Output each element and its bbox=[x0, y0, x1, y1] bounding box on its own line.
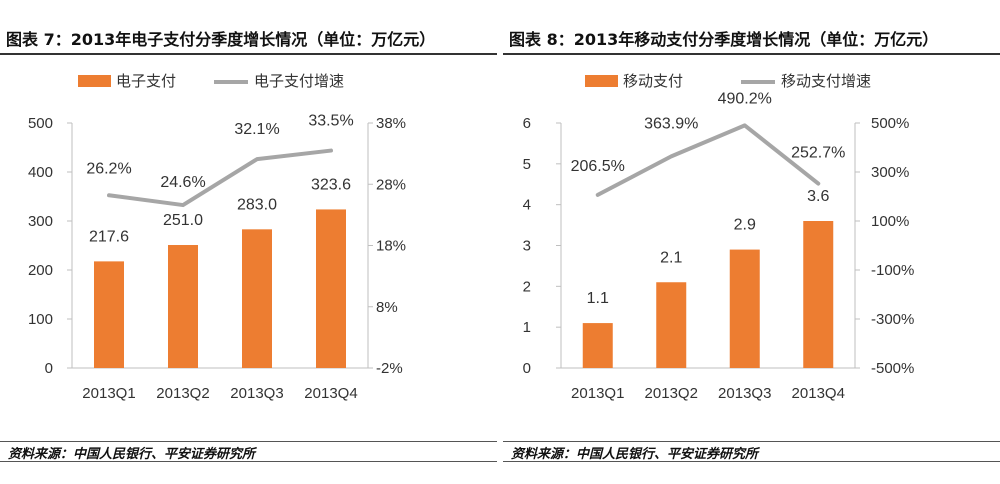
growth-line bbox=[107, 148, 333, 208]
legend-bar-swatch bbox=[78, 75, 111, 87]
right-tick-label: 38% bbox=[376, 115, 406, 132]
bar-value-label: 3.6 bbox=[807, 188, 829, 205]
growth-value-label: 26.2% bbox=[86, 160, 131, 177]
mobile-payment-chart: 移动支付 移动支付增速 0 1 2 3 4 5 6 -500% -300% -100% 100% 300%… bbox=[523, 73, 915, 402]
category-label: 2013Q2 bbox=[156, 385, 209, 402]
left-tick-label: 500 bbox=[28, 115, 53, 132]
bar-value-label: 283.0 bbox=[237, 196, 277, 213]
source-divider bbox=[503, 441, 1000, 442]
category-label: 2013Q1 bbox=[82, 385, 135, 402]
right-tick-label: -500% bbox=[871, 360, 914, 377]
bar-value-label: 323.6 bbox=[311, 176, 351, 193]
source-divider bbox=[0, 441, 497, 442]
bar bbox=[729, 249, 760, 368]
right-tick-label: -2% bbox=[376, 360, 403, 377]
bar-value-label: 251.0 bbox=[163, 212, 203, 229]
bar-value-label: 1.1 bbox=[587, 290, 609, 307]
chart-panel-electronic-payment: 图表 7：2013年电子支付分季度增长情况（单位：万亿元） 电子支付 电子支付增速… bbox=[0, 0, 497, 484]
right-tick-label: 28% bbox=[376, 176, 406, 193]
growth-value-label: 24.6% bbox=[160, 174, 205, 191]
right-tick-label: 100% bbox=[871, 213, 909, 230]
legend-bar-swatch bbox=[585, 75, 618, 87]
left-tick-label: 400 bbox=[28, 164, 53, 181]
bar bbox=[582, 323, 613, 368]
bar bbox=[316, 209, 346, 368]
chart-title: 图表 8：2013年移动支付分季度增长情况（单位：万亿元） bbox=[509, 30, 939, 49]
right-tick-label: 18% bbox=[376, 238, 406, 255]
bar bbox=[94, 261, 124, 368]
left-tick-label: 6 bbox=[523, 115, 531, 132]
left-tick-label: 1 bbox=[523, 319, 531, 336]
growth-value-label: 206.5% bbox=[571, 158, 625, 175]
growth-line bbox=[595, 123, 821, 197]
growth-value-label: 252.7% bbox=[791, 145, 845, 162]
left-tick-label: 200 bbox=[28, 262, 53, 279]
growth-value-label: 490.2% bbox=[718, 90, 772, 107]
right-tick-label: 300% bbox=[871, 164, 909, 181]
source-note: 资料来源：中国人民银行、平安证券研究所 bbox=[8, 447, 256, 462]
right-tick-label: 8% bbox=[376, 299, 398, 316]
legend-label: 移动支付增速 bbox=[781, 73, 871, 90]
bar-value-label: 217.6 bbox=[89, 228, 129, 245]
left-tick-label: 100 bbox=[28, 311, 53, 328]
left-tick-label: 0 bbox=[45, 360, 53, 377]
title-divider bbox=[0, 53, 497, 55]
category-label: 2013Q3 bbox=[230, 385, 283, 402]
left-tick-label: 300 bbox=[28, 213, 53, 230]
chart-title: 图表 7：2013年电子支付分季度增长情况（单位：万亿元） bbox=[6, 30, 436, 49]
footer-divider bbox=[0, 461, 497, 462]
bar-value-label: 2.1 bbox=[660, 249, 682, 266]
growth-value-label: 32.1% bbox=[234, 121, 279, 138]
left-tick-label: 4 bbox=[523, 197, 531, 214]
bar bbox=[656, 282, 687, 368]
legend-label: 电子支付增速 bbox=[254, 73, 344, 90]
source-note: 资料来源：中国人民银行、平安证券研究所 bbox=[511, 447, 759, 462]
right-tick-label: -100% bbox=[871, 262, 914, 279]
category-label: 2013Q4 bbox=[792, 385, 845, 402]
right-tick-label: 500% bbox=[871, 115, 909, 132]
category-label: 2013Q1 bbox=[571, 385, 624, 402]
category-label: 2013Q4 bbox=[304, 385, 357, 402]
right-tick-label: -300% bbox=[871, 311, 914, 328]
left-tick-label: 3 bbox=[523, 238, 531, 255]
growth-value-label: 363.9% bbox=[644, 115, 698, 132]
bar-value-label: 2.9 bbox=[734, 217, 756, 234]
electronic-payment-chart: 电子支付 电子支付增速 0 100 200 300 400 500 -2% 8% 18% 28% 38%… bbox=[28, 73, 406, 402]
legend-label: 电子支付 bbox=[116, 73, 176, 90]
growth-value-label: 33.5% bbox=[308, 113, 353, 130]
left-tick-label: 5 bbox=[523, 156, 531, 173]
bar bbox=[168, 245, 198, 368]
bar bbox=[803, 221, 834, 368]
legend-label: 移动支付 bbox=[623, 73, 683, 90]
bar bbox=[242, 229, 272, 368]
category-label: 2013Q2 bbox=[645, 385, 698, 402]
title-divider bbox=[503, 53, 1000, 55]
left-tick-label: 0 bbox=[523, 360, 531, 377]
left-tick-label: 2 bbox=[523, 278, 531, 295]
category-label: 2013Q3 bbox=[718, 385, 771, 402]
footer-divider bbox=[503, 461, 1000, 462]
chart-panel-mobile-payment: 图表 8：2013年移动支付分季度增长情况（单位：万亿元） 移动支付 移动支付增速… bbox=[503, 0, 1000, 484]
